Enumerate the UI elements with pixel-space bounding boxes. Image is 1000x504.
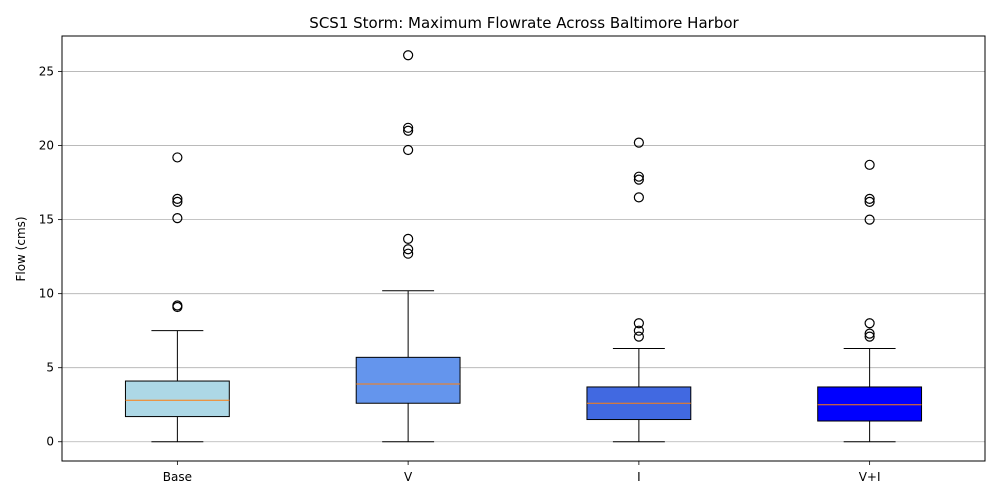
outlier-point [172,213,183,224]
ticks-group: 0 5 10 15 20 25 Base V I V+I [39,65,881,484]
chart-title: SCS1 Storm: Maximum Flowrate Across Balt… [309,14,739,32]
outlier-point [633,171,644,182]
box-base [124,152,230,443]
box-v-i [817,159,923,443]
y-tick-label: 5 [46,361,54,375]
box-i [586,137,692,443]
x-tick-label: V [404,470,413,484]
outlier-point [633,325,644,336]
outlier-point [864,331,875,342]
outlier-point [403,144,414,156]
y-axis-label: Flow (cms) [14,216,28,281]
outlier-point [864,193,875,204]
iqr-box [124,380,230,418]
y-tick-label: 20 [39,139,54,153]
y-tick-label: 25 [39,65,54,79]
outlier-point [403,122,414,133]
x-tick-label: I [637,470,641,484]
outlier-point [633,318,644,329]
outlier-point [633,192,644,203]
outlier-point [633,174,644,185]
outlier-point [633,331,644,342]
grid-lines [62,71,985,443]
outlier-point [864,196,875,207]
outlier-point [403,50,414,61]
x-tick-label: Base [163,470,192,484]
outlier-point [172,193,183,204]
outlier-point [172,152,183,163]
outlier-point [172,300,183,311]
outlier-point [403,244,414,255]
outlier-point [864,318,875,329]
iqr-box [817,386,923,422]
boxes-group [124,50,923,443]
outlier-point [403,125,414,136]
plot-frame [61,35,986,462]
outlier-point [864,328,875,339]
y-tick-label: 10 [39,287,54,301]
outlier-point [864,214,875,225]
x-tick-label: V+I [859,470,881,484]
outlier-point [403,248,414,259]
y-tick-label: 0 [46,435,54,449]
outlier-point [403,233,414,244]
iqr-box [355,356,461,404]
outlier-point [172,196,183,207]
outlier-point [864,159,875,170]
y-tick-label: 15 [39,213,54,227]
box-v [355,50,461,443]
outlier-point [633,137,644,148]
